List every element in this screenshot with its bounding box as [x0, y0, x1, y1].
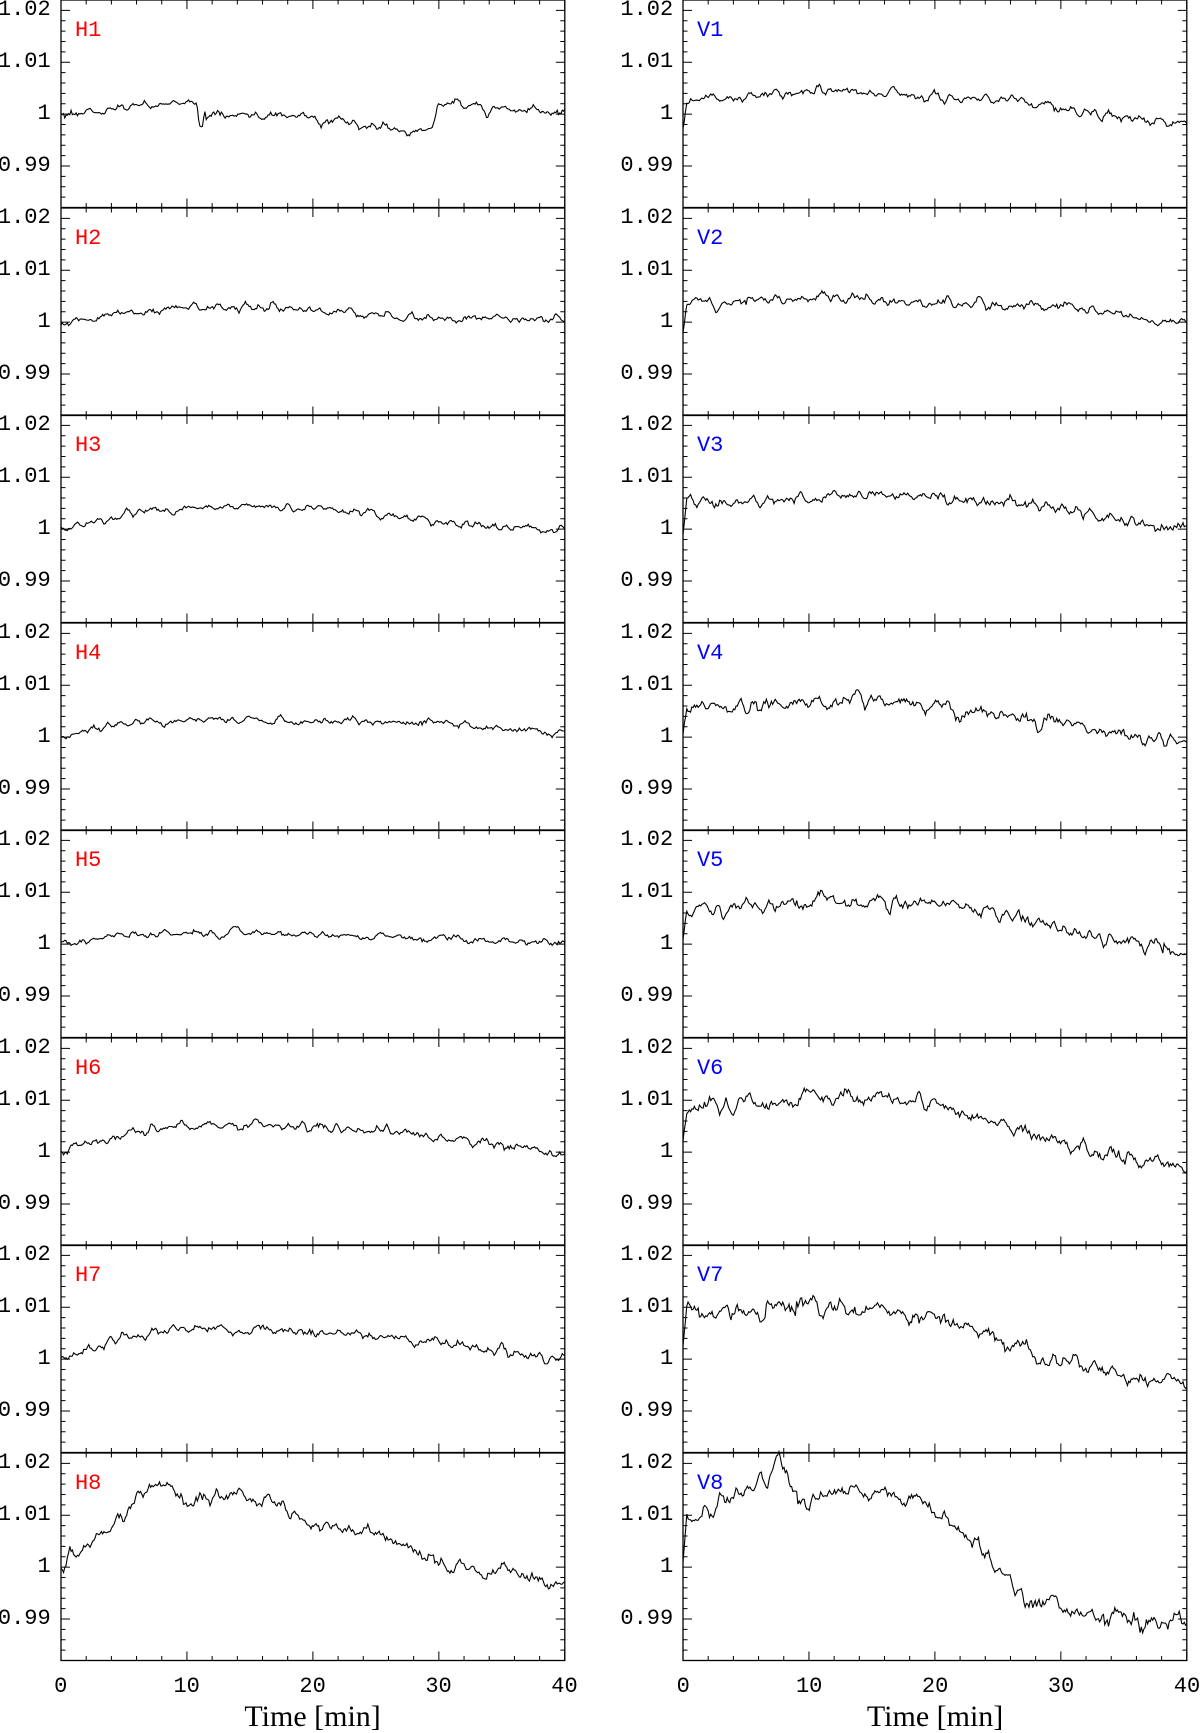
svg-text:V8: V8 [697, 1471, 723, 1496]
svg-text:V2: V2 [697, 226, 723, 251]
svg-text:V7: V7 [697, 1263, 723, 1288]
svg-text:V6: V6 [697, 1056, 723, 1081]
svg-text:H1: H1 [75, 18, 101, 43]
svg-text:H3: H3 [75, 433, 101, 458]
svg-text:H7: H7 [75, 1263, 101, 1288]
svg-text:V1: V1 [697, 18, 723, 43]
svg-text:H8: H8 [75, 1471, 101, 1496]
svg-text:V4: V4 [697, 641, 723, 666]
svg-text:H5: H5 [75, 848, 101, 873]
svg-text:V5: V5 [697, 848, 723, 873]
svg-text:H4: H4 [75, 641, 101, 666]
svg-text:H6: H6 [75, 1056, 101, 1081]
svg-text:V3: V3 [697, 433, 723, 458]
svg-text:H2: H2 [75, 226, 101, 251]
